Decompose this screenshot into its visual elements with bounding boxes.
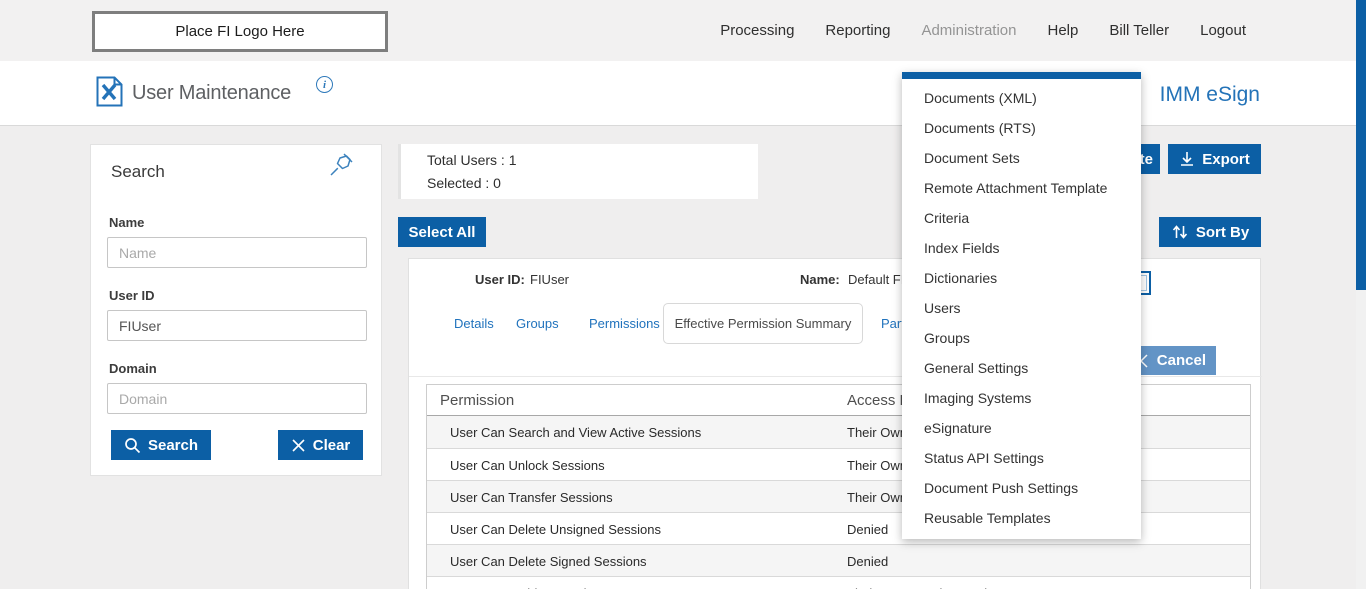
menu-item[interactable]: Imaging Systems xyxy=(924,390,1032,406)
search-icon xyxy=(125,437,141,453)
administration-dropdown-menu: Documents (XML) Documents (RTS) Document… xyxy=(902,72,1141,539)
fi-logo-placeholder: Place FI Logo Here xyxy=(92,11,388,52)
export-button[interactable]: Export xyxy=(1168,144,1261,174)
menu-item[interactable]: Criteria xyxy=(924,210,970,226)
page-scrollbar[interactable] xyxy=(1356,0,1366,589)
menu-item[interactable]: Documents (XML) xyxy=(924,90,1037,106)
nav-processing[interactable]: Processing xyxy=(720,22,795,39)
domain-label: Domain xyxy=(109,361,157,376)
tab-details[interactable]: Details xyxy=(454,316,494,331)
menu-item[interactable]: Remote Attachment Template xyxy=(924,180,1108,196)
table-row[interactable]: User Can Delete Unsigned Sessions Denied xyxy=(427,512,1250,544)
permission-name: User Can Delete Unsigned Sessions xyxy=(450,522,661,537)
table-row[interactable]: User Can Archive Sessions Their Own Sess… xyxy=(427,576,1250,589)
column-permission: Permission xyxy=(440,392,515,409)
search-button[interactable]: Search xyxy=(111,430,211,460)
title-bar: User Maintenance i IMM eSign xyxy=(0,61,1366,126)
user-id-value: FIUser xyxy=(530,272,569,287)
menu-item[interactable]: Documents (RTS) xyxy=(924,120,1036,136)
tab-permissions[interactable]: Permissions xyxy=(589,316,660,331)
menu-item[interactable]: Document Push Settings xyxy=(924,480,1079,496)
nav-administration[interactable]: Administration xyxy=(921,22,1017,39)
menu-item[interactable]: eSignature xyxy=(924,420,992,436)
total-users-count: Total Users : 1 xyxy=(427,152,517,168)
nav-user-bill-teller[interactable]: Bill Teller xyxy=(1109,22,1170,39)
permission-name: User Can Unlock Sessions xyxy=(450,458,605,473)
name-field-label: Name: xyxy=(800,272,840,287)
administration-menu-list: Documents (XML) Documents (RTS) Document… xyxy=(902,79,1141,539)
access-level-value: Their Own Sessions Only xyxy=(847,586,994,589)
menu-item[interactable]: Dictionaries xyxy=(924,270,998,286)
fi-logo-text: Place FI Logo Here xyxy=(175,23,305,40)
summary-card: Total Users : 1 Selected : 0 xyxy=(398,144,758,199)
clear-button[interactable]: Clear xyxy=(278,430,363,460)
nav-help[interactable]: Help xyxy=(1047,22,1079,39)
pin-icon[interactable] xyxy=(327,151,355,179)
nav-reporting[interactable]: Reporting xyxy=(825,22,891,39)
dropdown-accent-bar xyxy=(902,72,1141,79)
sort-by-button-label: Sort By xyxy=(1195,223,1250,241)
access-level-value: Denied xyxy=(847,554,889,569)
export-button-label: Export xyxy=(1202,150,1250,168)
access-level-value: Denied xyxy=(847,522,889,537)
page-title: User Maintenance xyxy=(132,82,292,104)
menu-item[interactable]: Document Sets xyxy=(924,150,1020,166)
clear-x-icon xyxy=(292,438,305,452)
user-maintenance-icon xyxy=(96,76,123,107)
domain-input[interactable] xyxy=(107,383,367,414)
menu-item[interactable]: Index Fields xyxy=(924,240,1000,256)
brand-imm-esign: IMM eSign xyxy=(1159,83,1260,106)
select-all-button-label: Select All xyxy=(408,223,476,241)
tab-effective-permission-summary[interactable]: Effective Permission Summary xyxy=(663,303,863,344)
select-all-button[interactable]: Select All xyxy=(398,217,486,247)
menu-item[interactable]: Users xyxy=(924,300,961,316)
menu-item[interactable]: Status API Settings xyxy=(924,450,1044,466)
scrollbar-thumb[interactable] xyxy=(1356,0,1366,290)
user-id-input[interactable] xyxy=(107,310,367,341)
tab-groups[interactable]: Groups xyxy=(516,316,559,331)
sort-by-button[interactable]: Sort By xyxy=(1159,217,1261,247)
menu-item[interactable]: Groups xyxy=(924,330,970,346)
name-label: Name xyxy=(109,215,145,230)
tabs-divider xyxy=(409,376,1262,377)
user-id-label: User ID xyxy=(109,288,155,303)
table-row[interactable]: User Can Delete Signed Sessions Denied xyxy=(427,544,1250,576)
sort-arrows-icon xyxy=(1172,225,1187,239)
top-header: Place FI Logo Here Processing Reporting … xyxy=(0,0,1366,61)
permission-name: User Can Archive Sessions xyxy=(450,586,608,589)
permission-name: User Can Transfer Sessions xyxy=(450,490,613,505)
clear-button-label: Clear xyxy=(312,436,351,454)
cancel-button-label: Cancel xyxy=(1156,352,1206,369)
main-nav: Processing Reporting Administration Help… xyxy=(720,0,1246,61)
search-panel: Search Name User ID Domain Search Clear xyxy=(90,144,382,476)
menu-item[interactable]: Reusable Templates xyxy=(924,510,1051,526)
export-download-icon xyxy=(1181,152,1194,166)
search-panel-title: Search xyxy=(111,162,165,181)
nav-logout[interactable]: Logout xyxy=(1200,22,1246,39)
search-button-label: Search xyxy=(147,436,199,454)
user-id-field-label: User ID: xyxy=(475,272,525,287)
selected-count: Selected : 0 xyxy=(427,175,501,191)
permission-name: User Can Search and View Active Sessions xyxy=(450,425,702,440)
info-icon[interactable]: i xyxy=(316,76,333,93)
user-detail-card: User ID: FIUser Name: Default FI User De… xyxy=(408,258,1262,589)
permission-name: User Can Delete Signed Sessions xyxy=(450,554,647,569)
menu-item[interactable]: General Settings xyxy=(924,360,1029,376)
name-input[interactable] xyxy=(107,237,367,268)
